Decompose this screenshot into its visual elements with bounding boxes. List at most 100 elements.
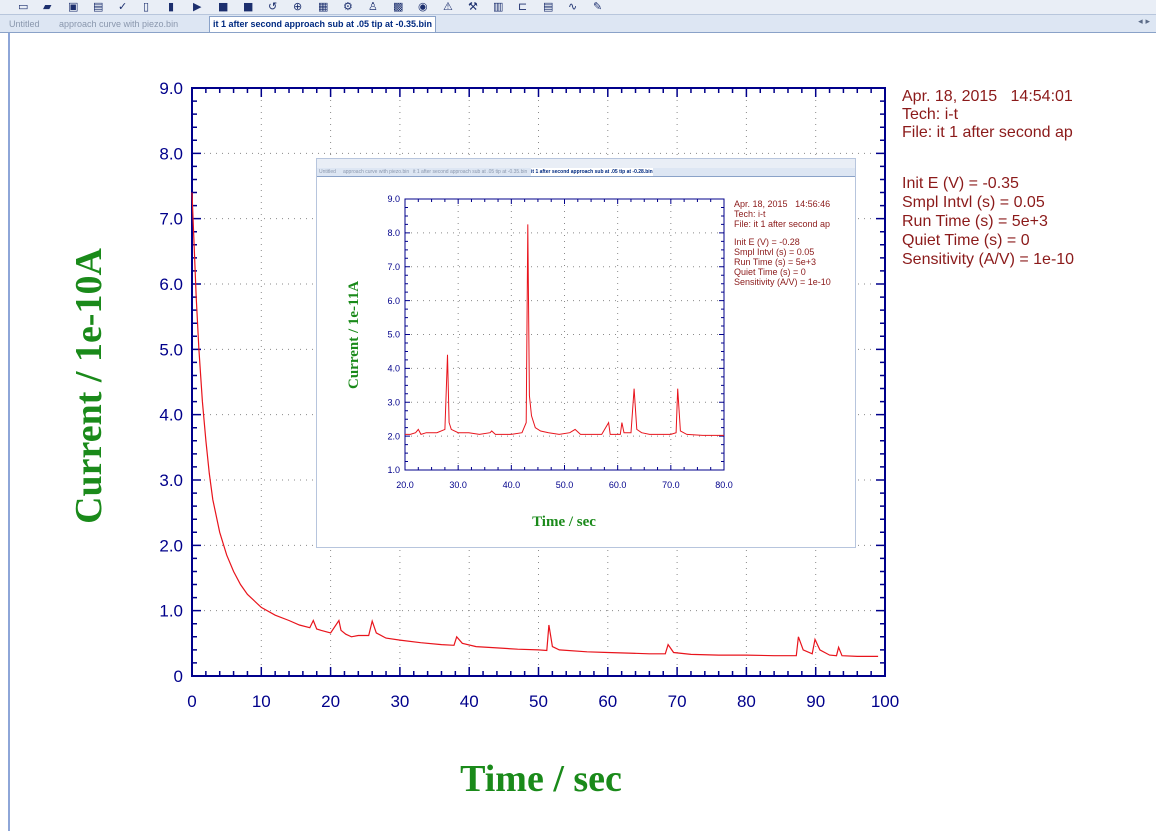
inset-x-tick-labels: 20.0 30.0 40.0 50.0 60.0 70.0 80.0: [396, 480, 733, 490]
main-x-tick-label: 100: [871, 692, 899, 711]
tab-it1-tip-035[interactable]: it 1 after second approach sub at .05 ti…: [209, 16, 437, 32]
inset-y-tick-labels: 1.0 2.0 3.0 4.0 5.0 6.0 7.0 8.0 9.0: [387, 194, 400, 475]
print-icon[interactable]: ▤: [93, 0, 104, 13]
inset-info-params: Init E (V) = -0.28 Smpl Intvl (s) = 0.05…: [734, 237, 831, 287]
main-x-tick-label: 0: [187, 692, 196, 711]
inset-y-axis-label: Current / 1e-11A: [346, 281, 362, 389]
main-y-tick-labels: 0 1.0 2.0 3.0 4.0 5.0 6.0 7.0 8.0 9.0: [159, 79, 183, 686]
info-tech: Tech: i-t: [902, 106, 959, 123]
inset-info-datetime: Apr. 18, 2015 14:56:46: [734, 199, 830, 209]
main-y-tick-label: 0: [174, 667, 183, 686]
inset-info-quiet-time: Quiet Time (s) = 0: [734, 267, 806, 277]
info-run-time: Run Time (s) = 5e+3: [902, 213, 1048, 230]
inset-y-tick-label: 9.0: [387, 194, 400, 204]
info-date: Apr. 18, 2015: [902, 88, 998, 105]
inset-tab-untitled: Untitled: [319, 169, 336, 175]
info-params: Init E (V) = -0.35 Smpl Intvl (s) = 0.05…: [902, 174, 1074, 269]
inset-info-sensitivity: Sensitivity (A/V) = 1e-10: [734, 277, 831, 287]
inset-info-tech: Tech: i-t: [734, 209, 766, 219]
technique-icon[interactable]: ✓: [118, 0, 128, 13]
inset-x-tick-label: 30.0: [449, 480, 467, 490]
inset-tick-path: [404, 198, 725, 471]
main-y-axis-label: Current / 1e-10A: [68, 248, 110, 524]
inset-chart: 20.0 30.0 40.0 50.0 60.0 70.0 80.0 1.0 2.0 3.0 4.…: [346, 194, 733, 530]
toolbar: ▭ ▰ ▣ ▤ ✓ ▯ ▮ ▶ ■ ■ ↺ ⊕ ▦ ⚙ ♙ ▩ ◉ ⚠ ⚒ ▥ ⊏ ▤ ∿ ✎: [0, 0, 1156, 15]
inset-x-tick-label: 40.0: [503, 480, 521, 490]
cursor-icon[interactable]: ✎: [593, 0, 603, 13]
magnify-icon[interactable]: ▦: [318, 0, 329, 13]
main-y-tick-label: 8.0: [159, 144, 183, 163]
main-x-tick-label: 90: [806, 692, 825, 711]
info-sensitivity: Sensitivity (A/V) = 1e-10: [902, 251, 1075, 268]
peak-icon[interactable]: ∿: [568, 0, 578, 13]
inset-y-tick-label: 6.0: [387, 296, 400, 306]
main-x-axis-label: Time / sec: [460, 758, 622, 800]
zero-icon[interactable]: ↺: [268, 0, 278, 13]
inset-y-tick-label: 2.0: [387, 431, 400, 441]
inset-tab-it1-tip-028: it 1 after second approach sub at .05 ti…: [531, 168, 653, 176]
info-smpl-intvl: Smpl Intvl (s) = 0.05: [902, 194, 1045, 211]
tab-untitled[interactable]: Untitled: [9, 19, 40, 29]
info-time: 14:54:01: [1010, 88, 1073, 105]
inset-x-tick-label: 70.0: [662, 480, 680, 490]
inset-tab-it1-tip-035: it 1 after second approach sub at .05 ti…: [413, 169, 528, 175]
stop-icon[interactable]: ■: [218, 0, 229, 13]
info-datetime: Apr. 18, 2015 14:54:01: [902, 88, 1073, 106]
inset-toolbar: [317, 159, 855, 168]
add-icon[interactable]: ◉: [418, 0, 428, 13]
axis-icon[interactable]: ▥: [493, 0, 504, 13]
inset-y-tick-label: 7.0: [387, 262, 400, 272]
inset-x-axis-label: Time / sec: [532, 514, 596, 530]
parameters-icon[interactable]: ▯: [143, 0, 150, 13]
document-tab-bar: Untitled approach curve with piezo.bin i…: [0, 15, 1156, 33]
filter-icon[interactable]: ⊕: [293, 0, 303, 13]
inset-y-tick-label: 4.0: [387, 364, 400, 374]
inset-y-tick-label: 8.0: [387, 228, 400, 238]
inset-y-tick-label: 3.0: [387, 397, 400, 407]
tab-approach-curve[interactable]: approach curve with piezo.bin: [59, 19, 179, 29]
main-y-tick-label: 2.0: [159, 536, 183, 555]
main-x-tick-label: 50: [529, 692, 548, 711]
reverse-icon[interactable]: ■: [243, 0, 254, 13]
main-y-tick-label: 3.0: [159, 471, 183, 490]
inset-x-tick-label: 60.0: [609, 480, 627, 490]
inset-tab-bar: Untitled approach curve with piezo.bin i…: [317, 168, 855, 177]
main-x-tick-label: 80: [737, 692, 756, 711]
zoom-icon[interactable]: ♙: [368, 0, 378, 13]
inset-info-time: 14:56:46: [795, 199, 831, 209]
main-y-tick-label: 5.0: [159, 340, 183, 359]
inset-info-file: File: it 1 after second ap: [734, 219, 831, 229]
main-x-tick-label: 60: [598, 692, 617, 711]
graph-icon[interactable]: ⚙: [343, 0, 353, 13]
open-icon[interactable]: ▰: [43, 0, 52, 13]
inset-series-line: [405, 224, 724, 436]
tab-scroll-arrows-icon[interactable]: ◂ ▸: [1138, 17, 1150, 27]
info-init-e: Init E (V) = -0.35: [902, 175, 1019, 192]
inset-y-tick-label: 5.0: [387, 330, 400, 340]
inset-tab-approach-curve: approach curve with piezo.bin: [343, 169, 410, 175]
info-file: File: it 1 after second ap: [902, 124, 1073, 141]
color-icon[interactable]: ⚠: [443, 0, 453, 13]
main-series-line: [191, 192, 879, 657]
inset-y-tick-label: 1.0: [387, 465, 400, 475]
main-x-tick-label: 70: [668, 692, 687, 711]
inset-info-init-e: Init E (V) = -0.28: [734, 237, 800, 247]
save-icon[interactable]: ▣: [68, 0, 79, 13]
main-x-tick-labels: 0 10 20 30 40 50 60 70 80 90 100: [187, 692, 899, 711]
pause-icon[interactable]: ▶: [193, 0, 202, 13]
run-icon[interactable]: ▮: [168, 0, 175, 13]
inset-screenshot: Untitled approach curve with piezo.bin i…: [316, 158, 856, 548]
bar-icon[interactable]: ⚒: [468, 0, 478, 13]
new-icon[interactable]: ▭: [18, 0, 29, 13]
info-quiet-time: Quiet Time (s) = 0: [902, 232, 1030, 249]
format-icon[interactable]: ⊏: [518, 0, 528, 13]
inset-info-smpl-intvl: Smpl Intvl (s) = 0.05: [734, 247, 815, 257]
main-y-tick-label: 6.0: [159, 275, 183, 294]
inset-x-tick-label: 20.0: [396, 480, 414, 490]
overlay-icon[interactable]: ▩: [393, 0, 404, 13]
document-frame-border: [8, 33, 10, 831]
smooth-icon[interactable]: ▤: [543, 0, 554, 13]
main-x-tick-label: 10: [252, 692, 271, 711]
main-y-tick-label: 7.0: [159, 210, 183, 229]
main-y-tick-label: 1.0: [159, 602, 183, 621]
